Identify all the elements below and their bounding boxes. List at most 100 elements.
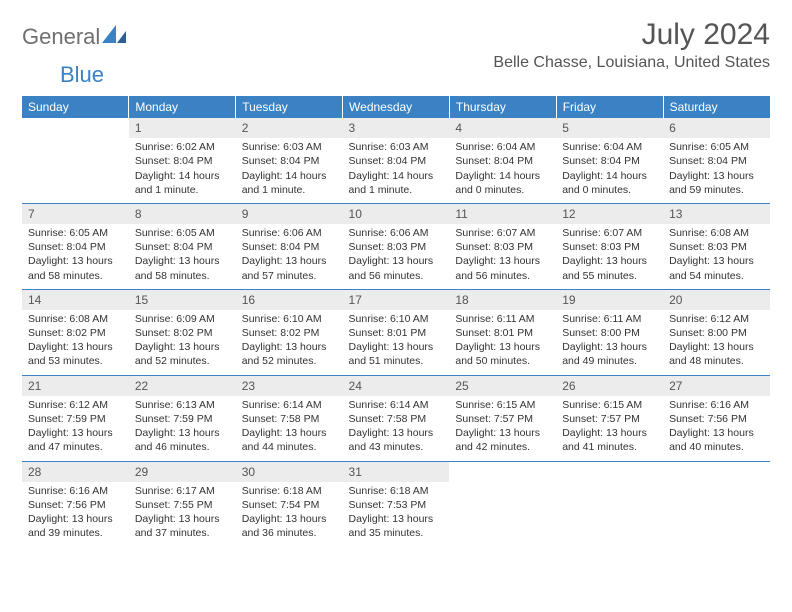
- sunset-text: Sunset: 7:57 PM: [455, 412, 550, 426]
- logo-text-general: General: [22, 24, 100, 50]
- day-body: Sunrise: 6:06 AMSunset: 8:03 PMDaylight:…: [343, 224, 450, 289]
- day-body: [449, 480, 556, 542]
- day-body: Sunrise: 6:06 AMSunset: 8:04 PMDaylight:…: [236, 224, 343, 289]
- sunrise-text: Sunrise: 6:04 AM: [455, 140, 550, 154]
- day-number: 7: [22, 204, 129, 224]
- sunrise-text: Sunrise: 6:07 AM: [455, 226, 550, 240]
- day-body: Sunrise: 6:18 AMSunset: 7:54 PMDaylight:…: [236, 482, 343, 547]
- calendar-week-row: 21Sunrise: 6:12 AMSunset: 7:59 PMDayligh…: [22, 375, 770, 461]
- sunrise-text: Sunrise: 6:11 AM: [455, 312, 550, 326]
- day-number: 9: [236, 204, 343, 224]
- daylight-text: Daylight: 13 hours and 40 minutes.: [669, 426, 764, 454]
- weekday-header: Saturday: [663, 96, 770, 118]
- day-body: Sunrise: 6:15 AMSunset: 7:57 PMDaylight:…: [556, 396, 663, 461]
- day-body: Sunrise: 6:05 AMSunset: 8:04 PMDaylight:…: [663, 138, 770, 203]
- day-body: Sunrise: 6:14 AMSunset: 7:58 PMDaylight:…: [343, 396, 450, 461]
- day-body: Sunrise: 6:14 AMSunset: 7:58 PMDaylight:…: [236, 396, 343, 461]
- calendar-day-cell: 5Sunrise: 6:04 AMSunset: 8:04 PMDaylight…: [556, 118, 663, 203]
- sunrise-text: Sunrise: 6:18 AM: [349, 484, 444, 498]
- sunrise-text: Sunrise: 6:05 AM: [28, 226, 123, 240]
- day-number: [556, 462, 663, 480]
- day-number: 11: [449, 204, 556, 224]
- calendar-day-cell: 9Sunrise: 6:06 AMSunset: 8:04 PMDaylight…: [236, 203, 343, 289]
- sunrise-text: Sunrise: 6:03 AM: [349, 140, 444, 154]
- day-number: 15: [129, 290, 236, 310]
- daylight-text: Daylight: 13 hours and 57 minutes.: [242, 254, 337, 282]
- day-number: 17: [343, 290, 450, 310]
- day-body: Sunrise: 6:09 AMSunset: 8:02 PMDaylight:…: [129, 310, 236, 375]
- daylight-text: Daylight: 13 hours and 39 minutes.: [28, 512, 123, 540]
- day-body: Sunrise: 6:11 AMSunset: 8:01 PMDaylight:…: [449, 310, 556, 375]
- sunset-text: Sunset: 8:04 PM: [669, 154, 764, 168]
- day-number: 30: [236, 462, 343, 482]
- day-body: Sunrise: 6:15 AMSunset: 7:57 PMDaylight:…: [449, 396, 556, 461]
- weekday-header: Thursday: [449, 96, 556, 118]
- calendar-day-cell: 15Sunrise: 6:09 AMSunset: 8:02 PMDayligh…: [129, 289, 236, 375]
- daylight-text: Daylight: 13 hours and 55 minutes.: [562, 254, 657, 282]
- calendar-day-cell: 10Sunrise: 6:06 AMSunset: 8:03 PMDayligh…: [343, 203, 450, 289]
- sunrise-text: Sunrise: 6:15 AM: [455, 398, 550, 412]
- day-number: 16: [236, 290, 343, 310]
- day-body: Sunrise: 6:16 AMSunset: 7:56 PMDaylight:…: [22, 482, 129, 547]
- day-body: Sunrise: 6:08 AMSunset: 8:02 PMDaylight:…: [22, 310, 129, 375]
- calendar-day-cell: 18Sunrise: 6:11 AMSunset: 8:01 PMDayligh…: [449, 289, 556, 375]
- calendar-day-cell: 2Sunrise: 6:03 AMSunset: 8:04 PMDaylight…: [236, 118, 343, 203]
- daylight-text: Daylight: 13 hours and 44 minutes.: [242, 426, 337, 454]
- daylight-text: Daylight: 13 hours and 46 minutes.: [135, 426, 230, 454]
- weekday-header: Tuesday: [236, 96, 343, 118]
- sunrise-text: Sunrise: 6:16 AM: [28, 484, 123, 498]
- calendar-day-cell: 25Sunrise: 6:15 AMSunset: 7:57 PMDayligh…: [449, 375, 556, 461]
- day-number: 13: [663, 204, 770, 224]
- sunrise-text: Sunrise: 6:15 AM: [562, 398, 657, 412]
- calendar-day-cell: 21Sunrise: 6:12 AMSunset: 7:59 PMDayligh…: [22, 375, 129, 461]
- logo: General: [22, 24, 128, 50]
- day-number: 26: [556, 376, 663, 396]
- calendar-day-cell: 28Sunrise: 6:16 AMSunset: 7:56 PMDayligh…: [22, 461, 129, 546]
- daylight-text: Daylight: 14 hours and 1 minute.: [349, 169, 444, 197]
- day-body: Sunrise: 6:18 AMSunset: 7:53 PMDaylight:…: [343, 482, 450, 547]
- calendar-day-cell: 7Sunrise: 6:05 AMSunset: 8:04 PMDaylight…: [22, 203, 129, 289]
- sunset-text: Sunset: 8:02 PM: [28, 326, 123, 340]
- calendar-day-cell: [449, 461, 556, 546]
- sunset-text: Sunset: 8:01 PM: [455, 326, 550, 340]
- sunset-text: Sunset: 7:59 PM: [28, 412, 123, 426]
- calendar-day-cell: [22, 118, 129, 203]
- day-body: Sunrise: 6:11 AMSunset: 8:00 PMDaylight:…: [556, 310, 663, 375]
- day-number: 4: [449, 118, 556, 138]
- daylight-text: Daylight: 13 hours and 47 minutes.: [28, 426, 123, 454]
- sunset-text: Sunset: 7:58 PM: [242, 412, 337, 426]
- day-body: Sunrise: 6:10 AMSunset: 8:01 PMDaylight:…: [343, 310, 450, 375]
- calendar-table: Sunday Monday Tuesday Wednesday Thursday…: [22, 96, 770, 546]
- day-number: [449, 462, 556, 480]
- day-body: Sunrise: 6:07 AMSunset: 8:03 PMDaylight:…: [449, 224, 556, 289]
- day-body: [22, 136, 129, 198]
- sunset-text: Sunset: 8:02 PM: [242, 326, 337, 340]
- calendar-day-cell: 19Sunrise: 6:11 AMSunset: 8:00 PMDayligh…: [556, 289, 663, 375]
- day-number: 8: [129, 204, 236, 224]
- sunrise-text: Sunrise: 6:05 AM: [135, 226, 230, 240]
- daylight-text: Daylight: 14 hours and 0 minutes.: [455, 169, 550, 197]
- logo-text-blue: Blue: [60, 62, 104, 87]
- sunset-text: Sunset: 8:04 PM: [135, 240, 230, 254]
- daylight-text: Daylight: 13 hours and 53 minutes.: [28, 340, 123, 368]
- sunset-text: Sunset: 8:00 PM: [562, 326, 657, 340]
- sunset-text: Sunset: 8:00 PM: [669, 326, 764, 340]
- sunset-text: Sunset: 7:53 PM: [349, 498, 444, 512]
- day-body: Sunrise: 6:13 AMSunset: 7:59 PMDaylight:…: [129, 396, 236, 461]
- day-number: 25: [449, 376, 556, 396]
- calendar-week-row: 14Sunrise: 6:08 AMSunset: 8:02 PMDayligh…: [22, 289, 770, 375]
- calendar-day-cell: 13Sunrise: 6:08 AMSunset: 8:03 PMDayligh…: [663, 203, 770, 289]
- day-body: [663, 480, 770, 542]
- sunrise-text: Sunrise: 6:07 AM: [562, 226, 657, 240]
- day-body: Sunrise: 6:03 AMSunset: 8:04 PMDaylight:…: [343, 138, 450, 203]
- calendar-day-cell: 26Sunrise: 6:15 AMSunset: 7:57 PMDayligh…: [556, 375, 663, 461]
- sunset-text: Sunset: 7:57 PM: [562, 412, 657, 426]
- calendar-day-cell: 23Sunrise: 6:14 AMSunset: 7:58 PMDayligh…: [236, 375, 343, 461]
- day-number: 6: [663, 118, 770, 138]
- calendar-week-row: 1Sunrise: 6:02 AMSunset: 8:04 PMDaylight…: [22, 118, 770, 203]
- day-number: 23: [236, 376, 343, 396]
- day-body: Sunrise: 6:12 AMSunset: 7:59 PMDaylight:…: [22, 396, 129, 461]
- sail-icon: [102, 25, 128, 50]
- day-body: Sunrise: 6:04 AMSunset: 8:04 PMDaylight:…: [556, 138, 663, 203]
- day-body: Sunrise: 6:04 AMSunset: 8:04 PMDaylight:…: [449, 138, 556, 203]
